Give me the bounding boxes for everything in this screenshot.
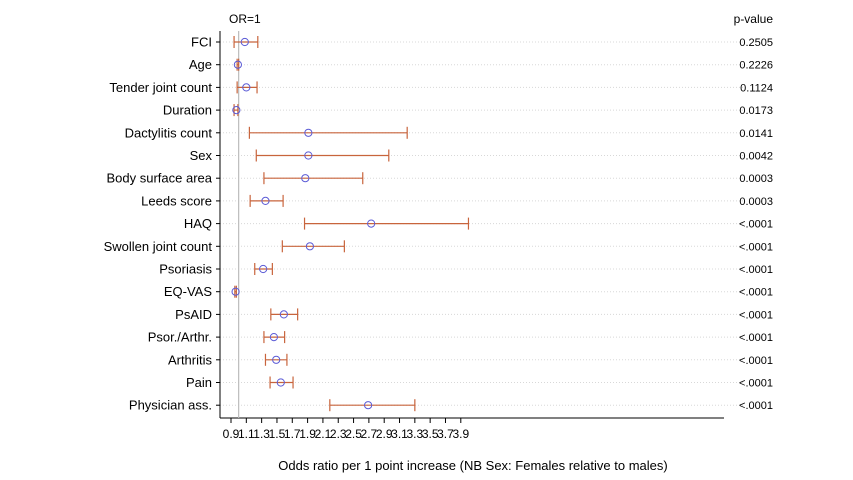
p-value: 0.0003 bbox=[739, 173, 773, 185]
or-marker bbox=[233, 60, 242, 69]
row-label: Duration bbox=[163, 103, 212, 118]
x-axis-title: Odds ratio per 1 point increase (NB Sex:… bbox=[278, 458, 667, 473]
x-tick-label: 3.1 bbox=[391, 427, 408, 441]
x-tick-label: 1.5 bbox=[269, 427, 286, 441]
or-marker bbox=[259, 264, 268, 274]
row-label: Dactylitis count bbox=[125, 125, 213, 140]
row-label: Tender joint count bbox=[109, 80, 212, 95]
p-value: <.0001 bbox=[739, 378, 773, 390]
x-tick-label: 3.9 bbox=[452, 427, 469, 441]
row-label: PsAID bbox=[175, 307, 212, 322]
p-value: 0.0003 bbox=[739, 196, 773, 208]
p-value: <.0001 bbox=[739, 241, 773, 253]
p-value: <.0001 bbox=[739, 309, 773, 321]
row-label: Leeds score bbox=[141, 193, 212, 208]
x-tick-label: 0.9 bbox=[223, 427, 240, 441]
p-value: <.0001 bbox=[739, 264, 773, 276]
p-value: 0.2505 bbox=[739, 37, 773, 49]
x-tick-label: 2.3 bbox=[330, 427, 347, 441]
or-reference-label: OR=1 bbox=[229, 12, 261, 26]
x-axis-ticks: 0.91.11.31.51.71.92.12.32.52.72.93.13.33… bbox=[223, 418, 469, 441]
or-marker bbox=[261, 196, 270, 205]
p-value: 0.0173 bbox=[739, 105, 773, 117]
x-tick-label: 2.9 bbox=[376, 427, 393, 441]
p-value: 0.0141 bbox=[739, 128, 773, 140]
x-tick-label: 2.5 bbox=[345, 427, 362, 441]
or-marker bbox=[301, 174, 310, 183]
x-tick-label: 1.9 bbox=[299, 427, 316, 441]
row-label: Arthritis bbox=[168, 352, 213, 367]
p-value: <.0001 bbox=[739, 287, 773, 299]
row-label: Physician ass. bbox=[129, 398, 212, 413]
row-label: Psor./Arthr. bbox=[148, 330, 212, 345]
plot-frame bbox=[216, 31, 724, 419]
or-marker bbox=[272, 355, 281, 364]
row-label: Psoriasis bbox=[159, 262, 212, 277]
p-value: 0.2226 bbox=[739, 60, 773, 72]
x-tick-label: 1.7 bbox=[284, 427, 301, 441]
x-tick-label: 2.7 bbox=[361, 427, 378, 441]
or-marker bbox=[232, 106, 241, 115]
row-label: FCI bbox=[191, 35, 212, 50]
or-marker bbox=[364, 401, 373, 410]
or-marker bbox=[279, 310, 288, 319]
row-label: Swollen joint count bbox=[104, 239, 213, 254]
p-value: <.0001 bbox=[739, 332, 773, 344]
or-marker bbox=[305, 242, 314, 251]
grid-lines bbox=[220, 41, 744, 406]
x-tick-label: 3.7 bbox=[437, 427, 454, 441]
or-marker bbox=[269, 333, 278, 342]
row-labels: FCI Age Tender joint count Duration Dactylit… bbox=[104, 35, 213, 413]
row-label: Age bbox=[189, 57, 212, 72]
row-label: Body surface area bbox=[106, 171, 212, 186]
row-label: Pain bbox=[186, 375, 212, 390]
pvalue-header: p-value bbox=[734, 12, 774, 26]
row-label: EQ-VAS bbox=[164, 284, 212, 299]
or-marker bbox=[242, 83, 251, 92]
marks-layer bbox=[231, 36, 470, 412]
or-marker bbox=[304, 128, 313, 137]
p-value: <.0001 bbox=[739, 355, 773, 367]
row-label: Sex bbox=[190, 148, 213, 163]
x-tick-label: 1.1 bbox=[238, 427, 255, 441]
x-tick-label: 3.5 bbox=[422, 427, 439, 441]
p-value: <.0001 bbox=[739, 219, 773, 231]
x-tick-label: 2.1 bbox=[315, 427, 332, 441]
p-values: 0.2505 0.2226 0.1124 0.0173 0.0141 0.0042 0.00… bbox=[739, 37, 773, 412]
p-value: 0.1124 bbox=[740, 82, 773, 94]
or-marker bbox=[240, 37, 249, 47]
x-tick-label: 3.3 bbox=[406, 427, 423, 441]
p-value: 0.0042 bbox=[739, 151, 773, 163]
row-label: HAQ bbox=[184, 216, 212, 231]
p-value: <.0001 bbox=[739, 400, 773, 412]
or-marker bbox=[276, 378, 285, 387]
or-marker bbox=[367, 219, 376, 228]
x-tick-label: 1.3 bbox=[253, 427, 270, 441]
or-marker bbox=[304, 151, 313, 160]
or-marker bbox=[231, 287, 240, 296]
